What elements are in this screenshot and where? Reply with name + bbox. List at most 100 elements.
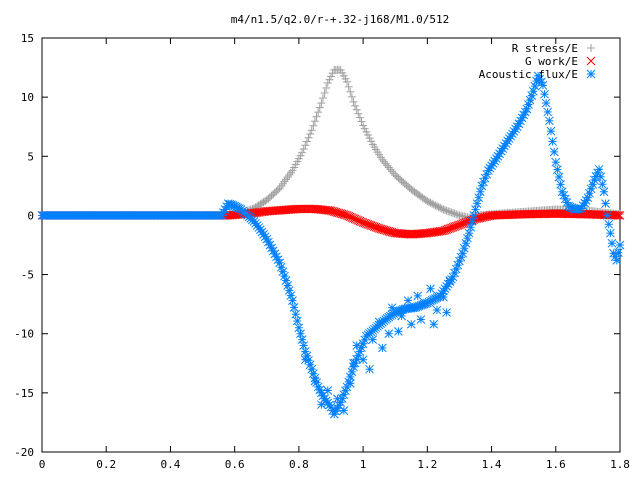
data-point (463, 233, 472, 243)
data-point (328, 206, 337, 216)
data-point (294, 323, 304, 333)
data-point (528, 86, 538, 96)
data-point (551, 157, 561, 167)
data-point (307, 364, 317, 374)
data-point (434, 203, 443, 212)
legend-marker (586, 69, 596, 79)
data-point (376, 224, 386, 234)
data-point (292, 316, 302, 326)
data-point (378, 155, 387, 164)
x-tick-label: 0 (39, 458, 46, 471)
data-point (314, 108, 323, 117)
data-point (361, 219, 371, 229)
data-point (525, 95, 535, 105)
data-point (612, 210, 622, 220)
data-point (461, 238, 471, 248)
data-point (548, 137, 557, 146)
data-point (437, 226, 447, 236)
data-point (614, 211, 623, 220)
data-point (329, 207, 339, 216)
data-point (419, 299, 429, 309)
x-tick-label: 1 (360, 458, 367, 471)
data-point (388, 167, 397, 176)
data-point (346, 87, 355, 96)
data-point (310, 376, 320, 386)
data-point (583, 193, 593, 203)
data-point (274, 185, 283, 194)
data-point (530, 81, 540, 91)
data-point (447, 208, 456, 217)
data-point (612, 256, 622, 265)
data-point (556, 180, 565, 189)
data-point (448, 222, 458, 232)
data-point (615, 211, 625, 220)
data-point (466, 216, 476, 226)
data-point (341, 210, 350, 220)
data-point (437, 204, 446, 213)
data-point (363, 219, 373, 229)
data-point (453, 210, 462, 219)
data-point (347, 367, 357, 377)
data-point (406, 319, 416, 329)
data-point (403, 296, 413, 305)
data-point (369, 222, 379, 232)
data-point (553, 165, 562, 174)
data-point (452, 210, 461, 219)
data-point (381, 159, 390, 168)
data-point (467, 216, 477, 226)
data-point (349, 358, 358, 368)
data-point (614, 248, 623, 258)
data-point (259, 198, 268, 207)
data-point (326, 206, 336, 216)
data-point (309, 121, 318, 130)
data-point (379, 225, 389, 235)
data-point (288, 296, 297, 305)
data-point (413, 291, 423, 301)
y-tick-label: -20 (14, 446, 34, 459)
data-point (354, 109, 363, 118)
y-tick-label: 0 (27, 209, 34, 222)
y-tick-label: 10 (21, 91, 34, 104)
data-point (384, 329, 394, 339)
data-point (469, 211, 479, 220)
data-point (604, 219, 614, 229)
data-point (323, 386, 333, 395)
data-point (365, 364, 374, 374)
data-point (357, 217, 366, 227)
data-point (331, 207, 341, 217)
data-point (459, 218, 469, 228)
data-point (554, 172, 564, 182)
legend-label: G work/E (525, 55, 578, 68)
data-point (607, 238, 617, 248)
data-point (471, 205, 480, 214)
data-point (299, 341, 309, 350)
data-point (428, 199, 437, 208)
data-point (540, 89, 549, 99)
data-point (439, 205, 448, 214)
data-point (541, 98, 551, 108)
data-point (257, 199, 266, 208)
x-tick-label: 1.4 (482, 458, 502, 471)
data-point (416, 315, 426, 324)
data-point (289, 303, 299, 312)
data-point (384, 226, 394, 236)
data-point (442, 308, 451, 317)
data-point (594, 164, 604, 174)
data-point (368, 335, 378, 344)
data-point (312, 112, 321, 121)
data-point (459, 243, 469, 253)
data-point (325, 75, 334, 84)
data-point (549, 147, 559, 157)
data-point (358, 218, 368, 227)
data-point (373, 223, 382, 233)
data-point (343, 77, 352, 86)
data-point (299, 144, 308, 153)
data-point (327, 72, 335, 81)
data-point (355, 113, 364, 122)
data-point (302, 137, 311, 146)
x-tick-label: 1.2 (417, 458, 437, 471)
data-point (475, 187, 485, 197)
data-point (300, 355, 310, 365)
chart-title: m4/n1.5/q2.0/r-+.32-j168/M1.0/512 (231, 13, 450, 26)
